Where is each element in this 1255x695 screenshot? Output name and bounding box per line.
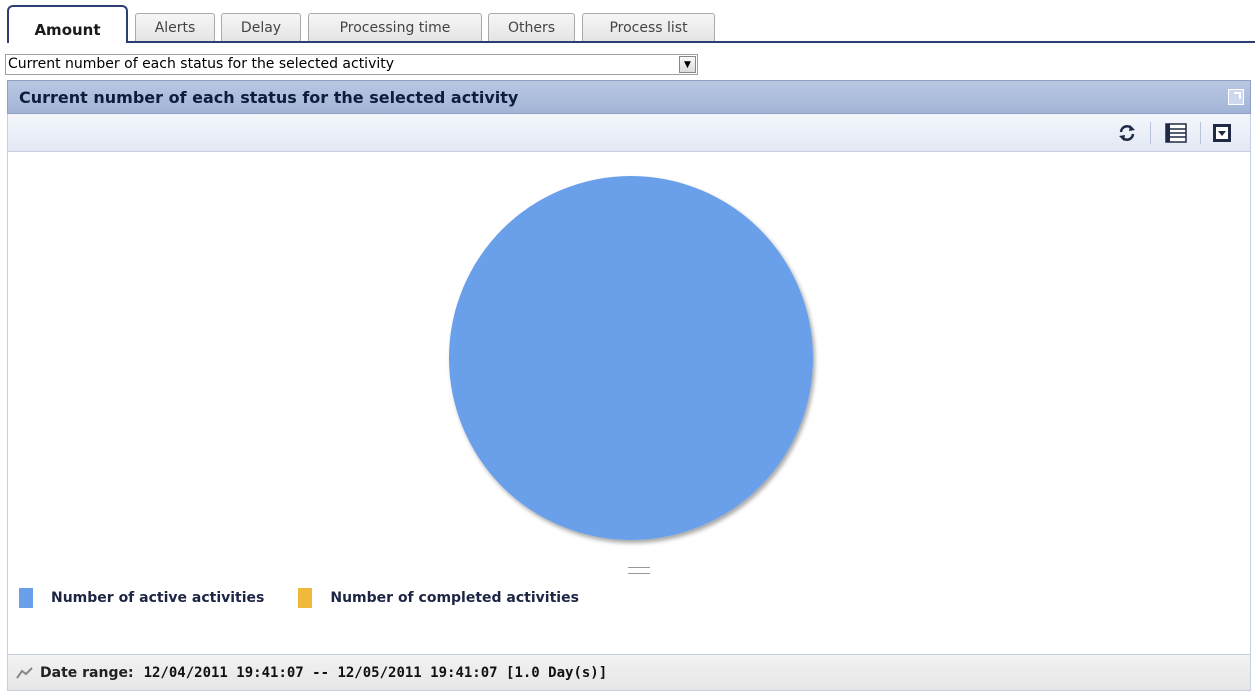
footer-bar: Date range: 12/04/2011 19:41:07 -- 12/05… (7, 654, 1251, 691)
view-select[interactable]: Current number of each status for the se… (5, 54, 698, 75)
refresh-icon[interactable] (1116, 122, 1138, 144)
tab-label: Delay (241, 20, 281, 36)
date-range-value: 12/04/2011 19:41:07 -- 12/05/2011 19:41:… (144, 665, 608, 681)
chart-area: Number of active activities Number of co… (7, 152, 1251, 654)
tab-underline (128, 41, 1255, 43)
panel-toolbar (7, 114, 1251, 152)
date-range-label: Date range: (40, 665, 134, 681)
list-view-icon[interactable] (1165, 122, 1187, 144)
panel-header: Current number of each status for the se… (7, 80, 1251, 114)
tab-delay[interactable]: Delay (221, 13, 301, 41)
dropdown-arrow-icon[interactable]: ▼ (679, 56, 696, 73)
panel-title: Current number of each status for the se… (19, 88, 518, 107)
date-range-icon (16, 666, 34, 680)
toolbar-separator (1200, 122, 1201, 144)
chart-legend: Number of active activities Number of co… (19, 586, 613, 610)
legend-item[interactable]: Number of completed activities (298, 588, 579, 608)
tab-bar: Amount Alerts Delay Processing time Othe… (0, 0, 1255, 44)
tab-label: Amount (34, 21, 100, 39)
tab-label: Alerts (155, 20, 196, 36)
export-icon[interactable] (1211, 122, 1233, 144)
tab-process-list[interactable]: Process list (582, 13, 715, 41)
legend-label: Number of completed activities (330, 590, 579, 606)
resize-grip[interactable] (628, 567, 650, 574)
tab-label: Process list (609, 20, 687, 36)
view-select-value: Current number of each status for the se… (8, 56, 394, 72)
tab-amount[interactable]: Amount (7, 5, 128, 43)
legend-label: Number of active activities (51, 590, 264, 606)
tab-processing-time[interactable]: Processing time (308, 13, 482, 41)
maximize-icon[interactable] (1228, 89, 1244, 105)
pie-chart (8, 152, 1250, 562)
tab-label: Others (508, 20, 555, 36)
legend-swatch (298, 588, 312, 608)
tab-others[interactable]: Others (488, 13, 575, 41)
pie-slice[interactable] (449, 176, 813, 540)
toolbar-separator (1150, 122, 1151, 144)
tab-alerts[interactable]: Alerts (135, 13, 215, 41)
legend-swatch (19, 588, 33, 608)
legend-item[interactable]: Number of active activities (19, 588, 264, 608)
tab-label: Processing time (340, 20, 451, 36)
